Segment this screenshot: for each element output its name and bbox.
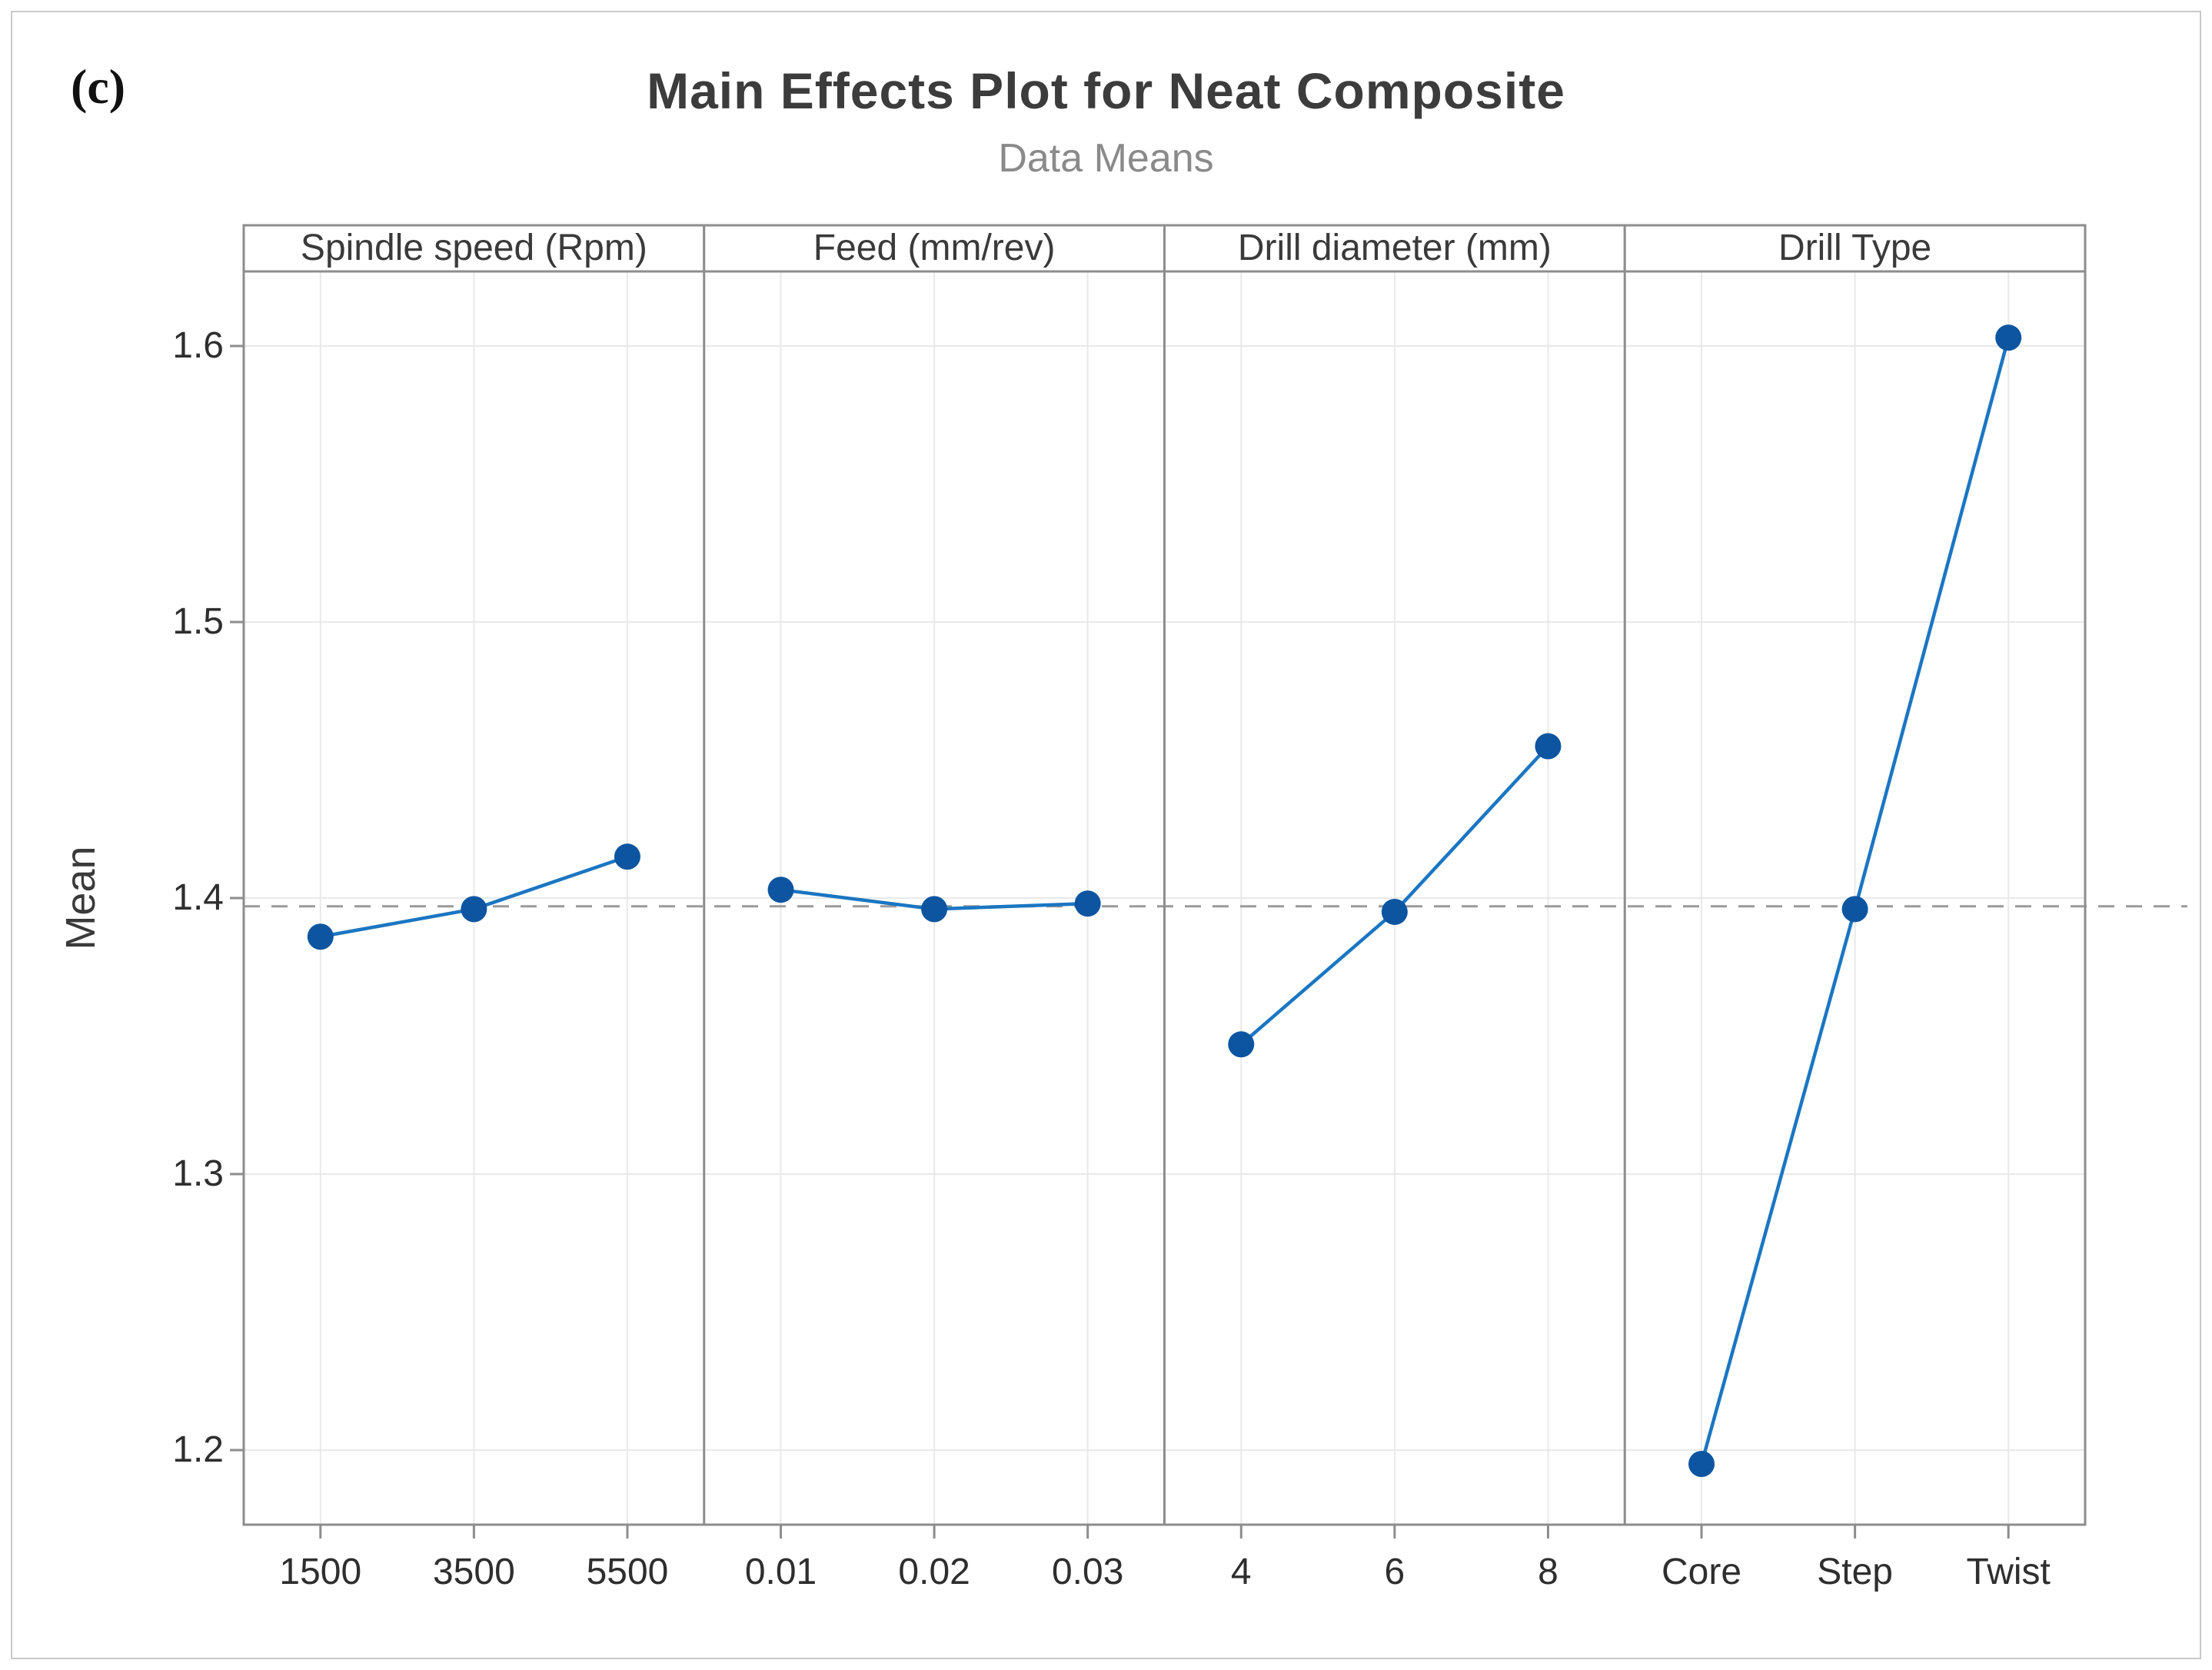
data-point xyxy=(1995,324,2022,351)
data-point xyxy=(1074,890,1101,917)
x-tick-label: 6 xyxy=(1384,1552,1405,1592)
x-tick-label: Step xyxy=(1817,1552,1893,1592)
x-tick-label: 8 xyxy=(1538,1552,1558,1592)
y-tick-label: 1.6 xyxy=(172,324,224,366)
data-point xyxy=(1381,898,1408,925)
data-point xyxy=(614,843,640,870)
data-point xyxy=(1688,1451,1715,1478)
chart-subtitle: Data Means xyxy=(998,136,1214,181)
x-tick-label: 4 xyxy=(1230,1552,1252,1592)
x-tick-label: Twist xyxy=(1966,1552,2051,1592)
x-tick-label: 0.01 xyxy=(744,1552,817,1592)
x-tick-label: 3500 xyxy=(432,1552,515,1592)
data-point xyxy=(1535,733,1562,760)
panel-header-box xyxy=(1163,224,1626,273)
y-tick-label: 1.3 xyxy=(172,1153,224,1195)
x-tick-label: 0.02 xyxy=(898,1552,970,1592)
y-tick-label: 1.5 xyxy=(172,600,224,642)
y-tick-label: 1.2 xyxy=(172,1429,224,1471)
data-point xyxy=(461,896,487,923)
x-tick-label: Core xyxy=(1661,1552,1742,1592)
data-point xyxy=(307,923,334,950)
panel-header-box xyxy=(1623,224,2087,273)
data-point xyxy=(1841,896,1868,923)
data-point xyxy=(1228,1031,1255,1058)
panel-header-label: Feed (mm/rev) xyxy=(813,228,1056,268)
figure-label: (c) xyxy=(71,59,126,114)
x-tick-label: 0.03 xyxy=(1051,1552,1124,1592)
y-tick-label: 1.4 xyxy=(172,877,224,918)
chart-title: Main Effects Plot for Neat Composite xyxy=(647,62,1565,119)
panel-header-label: Drill diameter (mm) xyxy=(1237,228,1552,268)
panel-header-label: Drill Type xyxy=(1778,228,1932,268)
panel-header-label: Spindle speed (Rpm) xyxy=(300,228,647,268)
panel-header-box xyxy=(703,224,1166,273)
panel-header-box xyxy=(242,224,706,273)
x-tick-label: 1500 xyxy=(279,1552,362,1592)
data-point xyxy=(921,896,948,923)
data-point xyxy=(767,877,794,903)
x-tick-label: 5500 xyxy=(586,1552,669,1592)
